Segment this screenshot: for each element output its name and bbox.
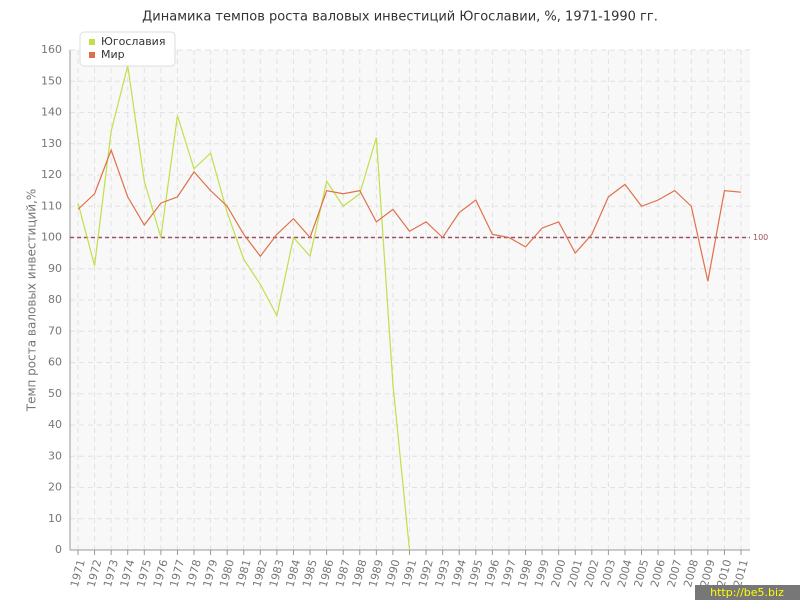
- y-tick-label: 90: [48, 262, 62, 275]
- y-axis-label: Темп роста валовых инвестиций,%: [25, 189, 39, 413]
- legend-label: Югославия: [101, 35, 165, 48]
- y-tick-label: 120: [41, 168, 62, 181]
- y-tick-label: 40: [48, 418, 62, 431]
- chart-title: Динамика темпов роста валовых инвестиций…: [142, 10, 658, 25]
- watermark-bg: [695, 585, 800, 600]
- series-line: [77, 148, 742, 282]
- legend-box: [79, 31, 176, 67]
- y-tick-label: 100: [41, 231, 62, 244]
- y-tick-label: 10: [48, 512, 62, 525]
- y-tick-label: 0: [55, 543, 62, 556]
- reference-label: 100: [753, 233, 768, 242]
- y-tick-label: 140: [41, 106, 62, 119]
- y-tick-label: 150: [41, 74, 62, 87]
- watermark: http://be5.biz: [710, 586, 784, 599]
- y-tick-label: 110: [41, 199, 62, 212]
- y-tick-label: 130: [41, 137, 62, 150]
- y-tick-label: 160: [41, 43, 62, 56]
- y-tick-label: 20: [48, 481, 62, 494]
- y-tick-label: 50: [48, 387, 62, 400]
- legend-swatch: [89, 39, 95, 45]
- y-tick-label: 80: [48, 293, 62, 306]
- legend-label: Мир: [101, 48, 125, 61]
- x-tick-label: 2011: [731, 558, 751, 588]
- legend-swatch: [89, 52, 95, 58]
- y-tick-label: 70: [48, 324, 62, 337]
- y-tick-label: 30: [48, 449, 62, 462]
- y-tick-label: 60: [48, 356, 62, 369]
- series-line: [77, 65, 411, 551]
